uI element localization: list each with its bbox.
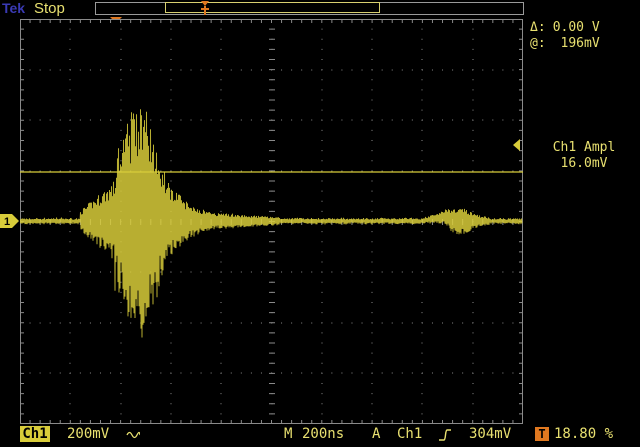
cursor-at-value: 196mV (560, 36, 600, 51)
rising-edge-icon (439, 429, 451, 441)
channel1-label[interactable]: Ch1 (20, 426, 50, 442)
measurement-value: 16.0mV (560, 156, 608, 171)
ac-coupling-icon (126, 431, 140, 439)
bottom-status-bar (0, 424, 640, 447)
top-status-bar: Tek Stop (0, 0, 640, 19)
trigger-position-value[interactable]: 18.80 % (554, 426, 614, 442)
record-view-window (165, 2, 380, 13)
trigger-source[interactable]: Ch1 (397, 426, 423, 442)
cursor-at-row: @: 196mV (530, 36, 638, 52)
timebase-value[interactable]: 200ns (302, 426, 345, 442)
graticule (20, 19, 523, 424)
cursor-readout-panel: Δ: 0.00 V @: 196mV (530, 20, 638, 52)
volts-per-div[interactable]: 200mV (67, 426, 110, 442)
cursor-at-label: @: (530, 36, 546, 51)
channel1-ground-marker-label: 1 (4, 216, 10, 228)
cursor-delta-label: Δ: (530, 20, 546, 35)
trigger-mode: A (372, 426, 381, 442)
brand-logo: Tek (2, 0, 26, 16)
cursor-delta-row: Δ: 0.00 V (530, 20, 638, 36)
trigger-level[interactable]: 304mV (469, 426, 512, 442)
trigger-level-arrow-icon (513, 139, 520, 151)
timebase-label: M (284, 426, 293, 442)
channel1-ground-marker-icon[interactable]: 1 (0, 214, 20, 228)
run-state: Stop (34, 0, 65, 17)
waveform-display[interactable] (20, 19, 523, 424)
cursor-delta-value: 0.00 V (552, 20, 600, 35)
channel1-waveform (20, 109, 523, 338)
trigger-position-icon: T (535, 427, 549, 441)
trigger-position-marker-icon (201, 1, 209, 15)
measurement-panel[interactable]: Ch1 Ampl 16.0mV (530, 140, 638, 172)
measurement-name: Ch1 Ampl (552, 140, 616, 155)
